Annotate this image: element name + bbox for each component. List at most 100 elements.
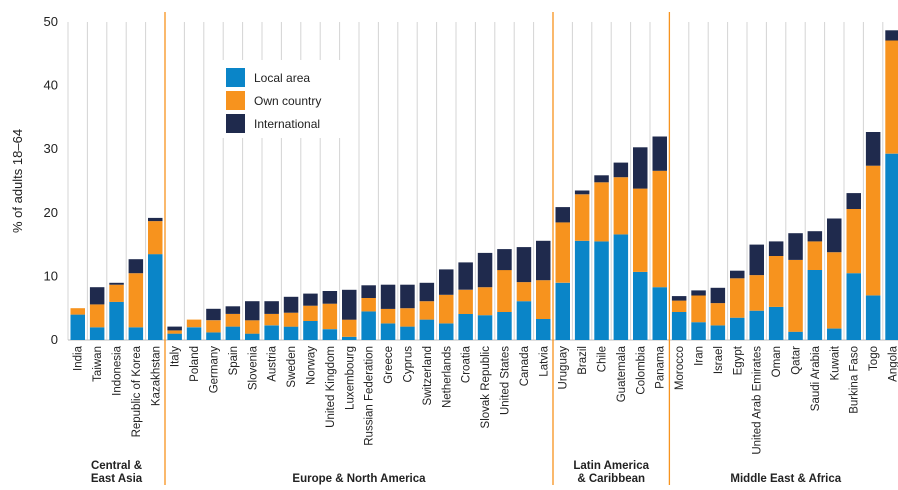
bar-segment-international	[711, 288, 726, 303]
bar-segment-own-country	[847, 209, 862, 273]
legend-swatch	[226, 91, 245, 110]
x-tick-label: Slovenia	[247, 345, 259, 390]
bar-segment-international	[342, 290, 357, 320]
bar-segment-international	[323, 291, 338, 304]
legend-label: Own country	[254, 94, 321, 108]
bar-segment-own-country	[323, 304, 338, 329]
bar-segment-own-country	[361, 298, 376, 311]
y-tick-label: 30	[44, 141, 58, 156]
bar-segment-own-country	[556, 222, 571, 282]
bar-segment-international	[129, 259, 144, 273]
region-label: Central &	[91, 460, 142, 472]
bar-segment-own-country	[264, 314, 279, 325]
bar-segment-international	[614, 163, 629, 178]
bar-segment-local-area	[381, 324, 396, 341]
bar-segment-own-country	[827, 252, 842, 328]
bar-segment-own-country	[517, 282, 532, 301]
x-tick-label: Kuwait	[829, 345, 841, 380]
bar-segment-local-area	[730, 318, 745, 340]
x-tick-label: Italy	[170, 346, 182, 367]
bar-segment-own-country	[187, 320, 202, 328]
bar-segment-own-country	[458, 290, 473, 314]
x-tick-label: United Arab Emirates	[752, 346, 764, 455]
bar-segment-international	[536, 241, 551, 280]
x-tick-label: Qatar	[791, 346, 803, 375]
bar-segment-international	[575, 191, 590, 195]
bar-segment-international	[439, 269, 454, 294]
bar-segment-international	[885, 30, 898, 40]
bar-segment-local-area	[458, 314, 473, 340]
region-label: Middle East & Africa	[730, 473, 841, 485]
x-tick-label: Republic of Korea	[131, 345, 143, 437]
bar-segment-own-country	[885, 40, 898, 153]
bar-segment-local-area	[536, 319, 551, 340]
bar-segment-own-country	[284, 313, 299, 327]
x-tick-label: Canada	[519, 345, 531, 386]
bar-segment-international	[264, 301, 279, 314]
bar-segment-international	[420, 283, 435, 301]
y-tick-label: 20	[44, 205, 58, 220]
bar-segment-local-area	[226, 327, 241, 340]
x-tick-label: Brazil	[577, 346, 589, 375]
bar-segment-international	[788, 233, 803, 260]
y-tick-label: 0	[51, 332, 58, 347]
bar-segment-own-country	[148, 221, 163, 254]
bar-segment-local-area	[342, 337, 357, 340]
bar-segment-own-country	[420, 301, 435, 319]
bar-segment-local-area	[109, 302, 124, 340]
x-tick-label: Kazakhstan	[150, 346, 162, 406]
bar-segment-local-area	[788, 332, 803, 340]
bar-segment-local-area	[245, 334, 260, 340]
x-tick-label: Israel	[713, 346, 725, 374]
x-tick-label: Austria	[267, 345, 279, 381]
bar-segment-local-area	[148, 254, 163, 340]
bar-segment-international	[245, 301, 260, 320]
legend-swatch	[226, 68, 245, 87]
bar-segment-international	[497, 249, 512, 270]
region-label: & Caribbean	[577, 473, 645, 485]
legend-label: International	[254, 117, 320, 131]
bar-segment-international	[808, 231, 823, 241]
bar-segment-international	[109, 283, 124, 285]
bar-segment-local-area	[808, 270, 823, 340]
bar-segment-local-area	[361, 311, 376, 340]
bar-segment-local-area	[439, 324, 454, 341]
legend-swatch	[226, 114, 245, 133]
bar-segment-local-area	[420, 320, 435, 340]
bar-segment-international	[478, 253, 493, 287]
bar-segment-own-country	[575, 194, 590, 240]
x-tick-label: Oman	[771, 346, 783, 377]
bar-segment-international	[750, 245, 765, 276]
bar-segment-local-area	[303, 321, 318, 340]
bar-segment-international	[206, 309, 221, 320]
bar-segment-own-country	[439, 295, 454, 324]
x-tick-label: Iran	[694, 346, 706, 366]
bar-segment-own-country	[342, 320, 357, 337]
x-tick-label: Germany	[209, 346, 221, 394]
x-tick-label: Panama	[655, 345, 667, 388]
bar-segment-international	[653, 137, 668, 171]
x-tick-label: Indonesia	[112, 345, 124, 395]
bar-segment-own-country	[769, 256, 784, 307]
x-tick-label: Poland	[189, 346, 201, 382]
bar-segment-local-area	[575, 241, 590, 340]
bar-segment-international	[148, 218, 163, 221]
bar-segment-local-area	[187, 327, 202, 340]
region-label: Europe & North America	[292, 473, 426, 485]
bar-segment-international	[594, 175, 609, 182]
x-tick-label: United States	[500, 346, 512, 415]
x-tick-label: Luxembourg	[344, 346, 356, 410]
bar-segment-local-area	[672, 312, 687, 340]
bar-segment-local-area	[129, 327, 144, 340]
bar-segment-international	[90, 287, 105, 304]
bar-segment-local-area	[750, 311, 765, 340]
bar-segment-local-area	[284, 327, 299, 340]
bar-segment-local-area	[711, 325, 726, 340]
bar-segment-own-country	[129, 273, 144, 327]
x-tick-label: Saudi Arabia	[810, 345, 822, 411]
bar-segment-own-country	[633, 189, 648, 272]
bar-segment-own-country	[788, 260, 803, 332]
bar-segment-international	[556, 207, 571, 222]
